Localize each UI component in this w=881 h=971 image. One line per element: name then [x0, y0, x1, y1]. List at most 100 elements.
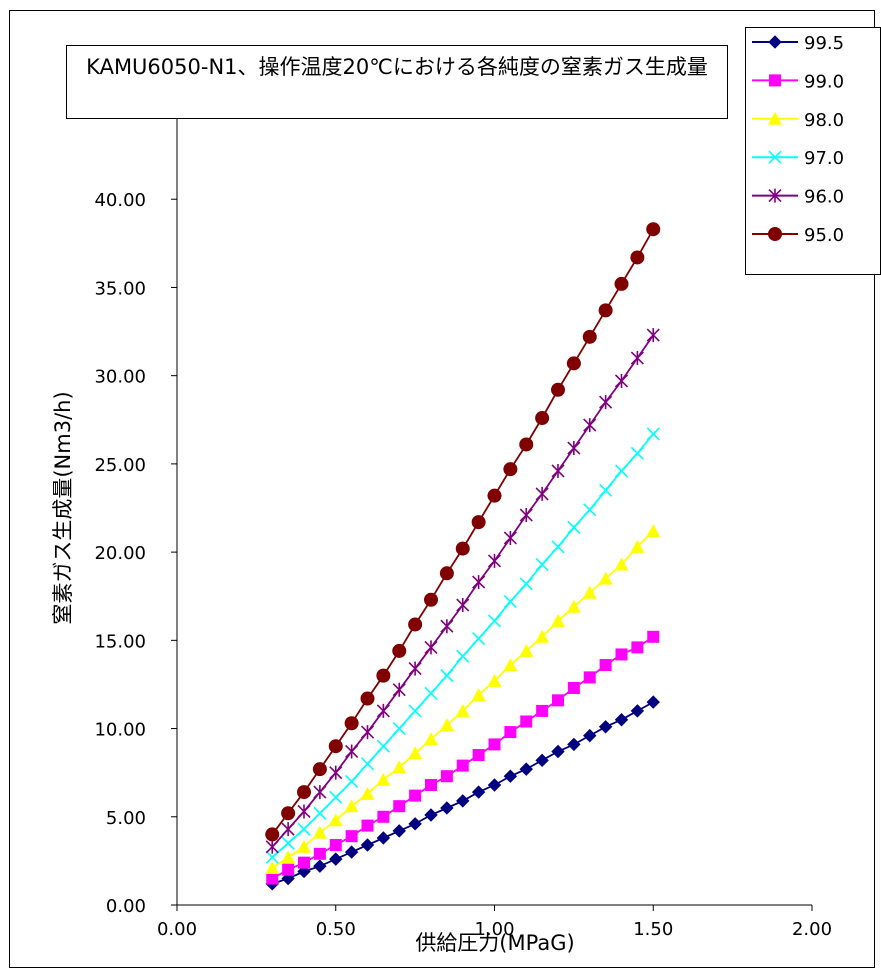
data-point	[583, 671, 596, 684]
data-point	[646, 427, 660, 441]
data-point	[424, 732, 438, 746]
y-tick-label: 30.00	[94, 367, 146, 388]
data-point	[769, 74, 781, 87]
data-point	[266, 872, 279, 885]
data-point	[582, 585, 597, 599]
data-point	[440, 619, 454, 634]
data-point	[646, 523, 661, 537]
data-point	[345, 774, 359, 789]
data-point	[392, 824, 406, 838]
data-point	[329, 852, 343, 866]
data-point	[519, 577, 533, 591]
series-95.0	[265, 222, 661, 842]
data-point	[768, 150, 782, 164]
data-point	[344, 799, 359, 813]
legend-item: 99.5	[752, 33, 844, 54]
data-point	[471, 785, 486, 799]
data-point	[582, 329, 597, 344]
x-tick-label: 0.50	[316, 919, 356, 940]
data-point	[408, 661, 422, 676]
data-point	[520, 715, 533, 728]
data-point	[456, 759, 469, 772]
data-point	[519, 643, 534, 657]
data-point	[768, 111, 782, 125]
data-point	[504, 726, 517, 739]
data-point	[376, 739, 390, 753]
data-point	[313, 859, 327, 873]
data-point	[646, 328, 660, 343]
data-point	[614, 713, 629, 727]
data-point	[503, 530, 517, 545]
data-point	[551, 540, 565, 554]
data-point	[408, 817, 422, 831]
data-point	[376, 668, 391, 683]
data-point	[535, 486, 549, 501]
data-point	[425, 779, 437, 792]
data-point	[614, 276, 629, 291]
data-point	[360, 786, 375, 800]
series-layer	[265, 222, 661, 891]
legend-item: 97.0	[752, 148, 844, 169]
data-point	[313, 806, 327, 820]
data-point	[646, 695, 660, 709]
data-point	[281, 806, 296, 821]
data-point	[265, 839, 279, 854]
data-point	[567, 681, 580, 694]
legend-label: 97.0	[804, 148, 844, 169]
data-point	[535, 753, 549, 768]
data-point	[392, 760, 407, 774]
data-point	[471, 688, 486, 702]
data-point	[377, 810, 390, 823]
series-line	[271, 530, 654, 869]
data-point	[551, 463, 565, 478]
data-point	[392, 721, 406, 736]
data-point	[551, 613, 565, 627]
data-point	[456, 794, 470, 808]
data-point	[360, 757, 375, 771]
data-point	[472, 749, 485, 762]
chart-title-box: KAMU6050-N1、操作温度20℃における各純度の窒素ガス生成量	[66, 45, 728, 119]
data-point	[551, 744, 565, 759]
series-line	[272, 701, 654, 885]
data-point	[281, 836, 295, 850]
data-point	[503, 658, 518, 672]
data-point	[376, 831, 391, 845]
data-point	[361, 819, 374, 832]
y-tick-label: 5.00	[106, 808, 146, 829]
legend-item: 99.0	[752, 71, 844, 92]
data-point	[456, 649, 470, 663]
series-line	[271, 433, 654, 859]
series-99.5	[265, 695, 660, 891]
y-axis-title: 窒素ガス生成量(Nm3/h)	[51, 391, 75, 624]
data-point	[630, 446, 644, 460]
data-point	[614, 557, 629, 571]
data-point	[329, 790, 343, 804]
data-point	[630, 539, 645, 553]
data-point	[376, 703, 390, 718]
series-98.0	[265, 523, 661, 874]
data-point	[281, 850, 296, 864]
data-point	[471, 515, 486, 530]
chart-title: KAMU6050-N1、操作温度20℃における各純度の窒素ガス生成量	[86, 55, 708, 79]
data-point	[329, 765, 343, 780]
legend-item: 98.0	[752, 110, 844, 131]
legend-item: 96.0	[752, 187, 844, 208]
data-point	[599, 483, 613, 497]
x-tick-label: 0.00	[157, 919, 197, 940]
series-96.0	[265, 328, 660, 854]
data-point	[630, 351, 644, 366]
data-point	[566, 599, 581, 613]
data-point	[393, 800, 406, 813]
data-point	[344, 716, 359, 731]
data-point	[503, 594, 517, 609]
x-tick-label: 1.00	[474, 919, 514, 940]
data-point	[424, 592, 438, 607]
data-point	[583, 418, 597, 433]
data-point	[265, 850, 279, 864]
data-point	[503, 462, 518, 477]
series-line	[271, 636, 654, 880]
data-point	[408, 617, 423, 632]
data-point	[646, 222, 661, 237]
ticks: 0.00 5.00 10.00 15.00 20.00 25.00 30.00 35.00 40…	[94, 102, 832, 940]
data-point	[535, 629, 550, 643]
